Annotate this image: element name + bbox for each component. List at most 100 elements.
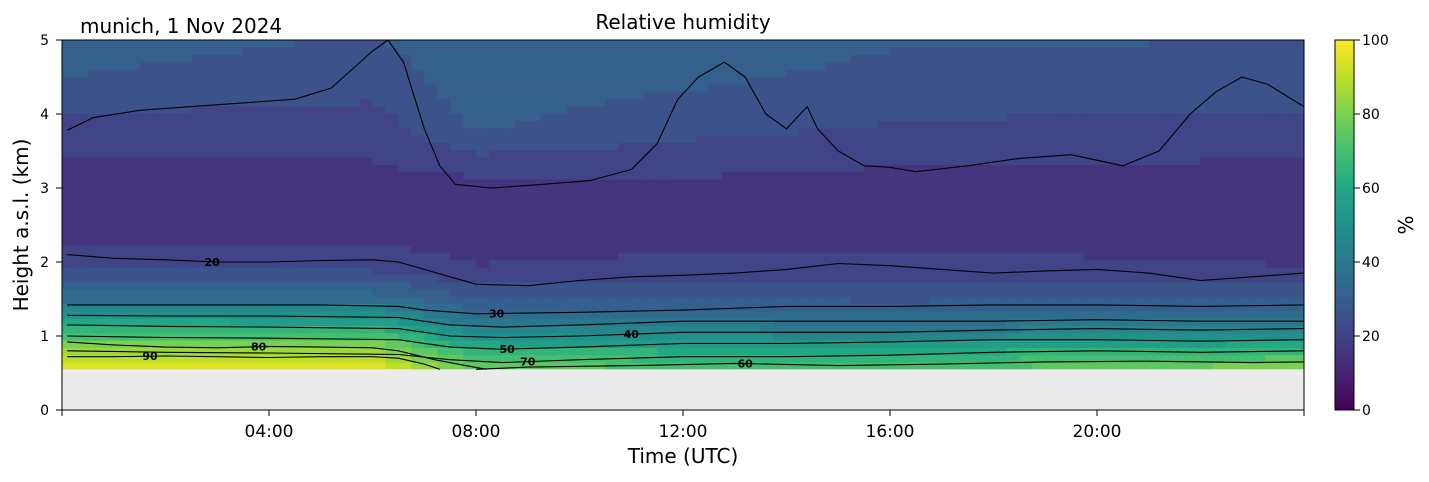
heatmap-cell <box>424 259 438 268</box>
heatmap-cell <box>812 281 826 290</box>
heatmap-cell <box>683 54 697 63</box>
heatmap-cell <box>463 288 477 297</box>
heatmap-cell <box>217 310 231 319</box>
heatmap-cell <box>721 244 736 253</box>
heatmap-cell <box>993 230 1007 239</box>
heatmap-cell <box>424 332 438 341</box>
heatmap-cell <box>411 222 425 231</box>
heatmap-cell <box>488 164 503 173</box>
heatmap-cell <box>1161 310 1176 319</box>
heatmap-cell <box>165 105 179 114</box>
heatmap-cell <box>773 164 788 173</box>
heatmap-cell <box>540 303 555 312</box>
heatmap-cell <box>579 98 593 107</box>
heatmap-cell <box>631 105 645 114</box>
heatmap-cell <box>74 222 89 231</box>
heatmap-cell <box>605 62 619 70</box>
heatmap-cell <box>1071 318 1085 326</box>
heatmap-cell <box>450 288 464 297</box>
heatmap-cell <box>1200 142 1214 151</box>
heatmap-cell <box>773 281 788 290</box>
heatmap-cell <box>683 296 697 304</box>
heatmap-cell <box>359 274 374 283</box>
heatmap-cell <box>799 288 813 297</box>
heatmap-cell <box>708 91 723 100</box>
heatmap-cell <box>799 252 813 261</box>
heatmap-cell <box>1084 362 1098 370</box>
heatmap-cell <box>902 281 917 290</box>
heatmap-cell <box>657 127 671 136</box>
heatmap-cell <box>152 83 167 92</box>
heatmap-cell <box>941 274 956 283</box>
heatmap-cell <box>605 120 619 129</box>
heatmap-cell <box>372 120 386 129</box>
heatmap-cell <box>333 274 348 283</box>
heatmap-cell <box>1045 215 1059 224</box>
heatmap-cell <box>1058 244 1072 253</box>
heatmap-cell <box>1019 201 1033 209</box>
heatmap-cell <box>605 164 619 173</box>
heatmap-cell <box>243 340 257 348</box>
heatmap-cell <box>269 157 283 165</box>
heatmap-cell <box>1148 193 1163 202</box>
heatmap-cell <box>230 222 244 231</box>
heatmap-cell <box>1135 340 1150 348</box>
heatmap-cell <box>126 362 141 370</box>
heatmap-cell <box>100 62 115 70</box>
heatmap-cell <box>333 98 348 107</box>
heatmap-cell <box>1019 215 1033 224</box>
heatmap-cell <box>437 325 451 334</box>
heatmap-cell <box>62 288 76 297</box>
heatmap-cell <box>657 120 671 129</box>
heatmap-cell <box>1252 186 1266 195</box>
heatmap-cell <box>644 296 658 304</box>
heatmap-cell <box>683 310 697 319</box>
heatmap-cell <box>269 105 283 114</box>
heatmap-cell <box>1019 54 1033 63</box>
heatmap-cell <box>1187 127 1202 136</box>
heatmap-cell <box>501 208 516 217</box>
heatmap-cell <box>760 193 775 202</box>
heatmap-cell <box>1252 237 1266 246</box>
heatmap-cell <box>424 244 438 253</box>
heatmap-cell <box>1135 105 1150 114</box>
heatmap-cell <box>1148 186 1163 195</box>
heatmap-cell <box>618 325 632 334</box>
heatmap-cell <box>514 296 529 304</box>
heatmap-cell <box>708 222 723 231</box>
heatmap-cell <box>670 237 684 246</box>
heatmap-cell <box>1084 259 1098 268</box>
colorbar-tick-label: 100 <box>1362 33 1389 49</box>
heatmap-cell <box>915 259 930 268</box>
heatmap-cell <box>864 157 878 165</box>
heatmap-cell <box>708 288 723 297</box>
heatmap-cell <box>566 274 581 283</box>
heatmap-cell <box>113 201 128 209</box>
heatmap-cell <box>967 281 982 290</box>
heatmap-cell <box>398 149 412 158</box>
heatmap-cell <box>721 179 736 187</box>
heatmap-cell <box>333 69 348 78</box>
heatmap-cell <box>851 354 865 363</box>
heatmap-cell <box>579 244 593 253</box>
heatmap-cell <box>1174 193 1189 202</box>
heatmap-cell <box>734 325 749 334</box>
heatmap-cell <box>721 83 736 92</box>
heatmap-cell <box>864 76 878 85</box>
heatmap-cell <box>1148 281 1163 290</box>
heatmap-cell <box>1161 288 1176 297</box>
heatmap-cell <box>527 296 542 304</box>
heatmap-cell <box>514 310 529 319</box>
heatmap-cell <box>139 325 154 334</box>
heatmap-cell <box>877 186 891 195</box>
heatmap-cell <box>579 40 593 48</box>
heatmap-cell <box>1019 193 1033 202</box>
heatmap-cell <box>191 193 205 202</box>
heatmap-cell <box>1071 149 1085 158</box>
heatmap-cell <box>605 149 619 158</box>
heatmap-cell <box>967 244 982 253</box>
heatmap-cell <box>320 208 335 217</box>
heatmap-cell <box>1291 296 1304 304</box>
heatmap-cell <box>1122 83 1137 92</box>
heatmap-cell <box>657 230 671 239</box>
